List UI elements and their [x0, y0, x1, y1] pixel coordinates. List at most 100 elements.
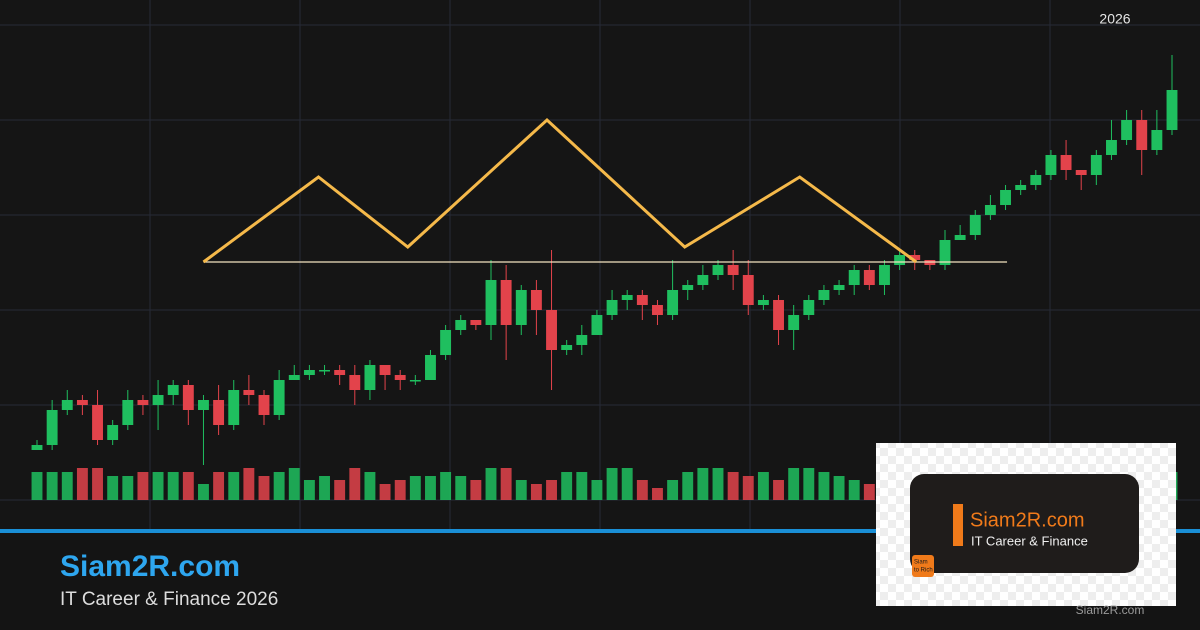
volume-bar: [243, 468, 255, 500]
footer-title: Siam2R.com: [60, 550, 240, 583]
volume-bar: [394, 480, 406, 500]
candle-body: [712, 265, 724, 275]
volume-bar: [137, 472, 149, 500]
candle-body: [1045, 155, 1057, 175]
candle-body: [409, 380, 421, 382]
volume-bar: [319, 476, 330, 500]
candle-body: [500, 280, 512, 325]
pattern-line: [202, 117, 918, 264]
volume-bar: [697, 468, 709, 500]
candle-body: [243, 390, 255, 395]
candle-body: [258, 395, 270, 415]
logo-icon-text: Siam: [914, 560, 928, 566]
volume-bar: [863, 484, 875, 500]
candle-body: [122, 400, 134, 425]
candle-body: [818, 290, 830, 300]
volume-bar: [182, 472, 194, 500]
volume-bar: [31, 472, 43, 500]
volume-bar: [46, 472, 58, 500]
candle-body: [1075, 170, 1087, 175]
volume-bar: [303, 480, 315, 500]
candle-body: [863, 270, 875, 285]
volume-bar: [500, 468, 512, 500]
candle-body: [273, 380, 285, 415]
volume-bar: [167, 472, 179, 500]
volume-bar: [76, 468, 88, 500]
candle-body: [909, 255, 921, 260]
candle-body: [757, 300, 769, 305]
candle-body: [137, 400, 149, 405]
candle-body: [1030, 175, 1042, 185]
logo-icon: [912, 555, 934, 577]
candle-body: [76, 400, 88, 405]
candle-body: [606, 300, 618, 315]
volume-bar: [576, 472, 588, 500]
candle-body: [455, 320, 467, 330]
volume-bar: [591, 480, 603, 500]
candle-body: [470, 320, 482, 325]
volume-bar: [727, 472, 739, 500]
candle-body: [1060, 155, 1072, 170]
candle-body: [167, 385, 179, 395]
candle-body: [773, 300, 784, 330]
candle-body: [515, 290, 527, 325]
volume-bar: [92, 468, 103, 500]
candle-body: [636, 295, 648, 305]
volume-bar: [667, 480, 679, 500]
volume-bar: [455, 476, 467, 500]
candle-body: [969, 215, 981, 235]
candle-body: [1090, 155, 1102, 175]
volume-bar: [379, 484, 391, 500]
candle-body: [894, 255, 906, 265]
candle-body: [152, 395, 164, 405]
candle-body: [1151, 130, 1163, 150]
volume-bar: [425, 476, 436, 500]
volume-bar: [440, 472, 452, 500]
volume-bar: [122, 476, 134, 500]
volume-bar: [530, 484, 542, 500]
volume-bar: [803, 468, 815, 500]
candle-body: [833, 285, 845, 290]
candle-body: [591, 315, 603, 335]
volume-bar: [61, 472, 73, 500]
grid: [0, 0, 1200, 530]
volume-bar: [470, 480, 482, 500]
candle-body: [848, 270, 860, 285]
volume-bar: [273, 472, 285, 500]
volume-bar: [213, 472, 225, 500]
candle-body: [61, 400, 73, 410]
candle-body: [1121, 120, 1133, 140]
volume-bar: [757, 472, 769, 500]
candle-body: [879, 265, 890, 285]
candle-body: [440, 330, 452, 355]
logo-title: Siam2R.com: [970, 509, 1084, 531]
candle-body: [1136, 120, 1148, 150]
candle-body: [319, 370, 330, 372]
candle-body: [1106, 140, 1117, 155]
candle-body: [288, 375, 300, 380]
volume-bar: [288, 468, 300, 500]
volume-bar: [107, 476, 119, 500]
footer-subtitle: IT Career & Finance 2026: [60, 589, 278, 610]
volume-bar: [742, 476, 754, 500]
candle-body: [682, 285, 694, 290]
candle-body: [939, 240, 951, 265]
volume-bar: [409, 476, 421, 500]
volume-bar: [818, 472, 830, 500]
year-label: 2026: [1099, 11, 1130, 27]
logo-card: [910, 474, 1139, 573]
volume-bar: [561, 472, 573, 500]
candle-body: [1166, 90, 1178, 130]
candle-body: [46, 410, 58, 445]
candle-body: [425, 355, 436, 380]
candle-body: [182, 385, 194, 410]
logo-icon-text: to Rich: [914, 568, 933, 574]
volume-bar: [152, 472, 164, 500]
candle-body: [379, 365, 391, 375]
volume-bar: [682, 472, 694, 500]
volume-bar: [606, 468, 618, 500]
volume-bar: [621, 468, 633, 500]
candle-body: [92, 405, 103, 440]
